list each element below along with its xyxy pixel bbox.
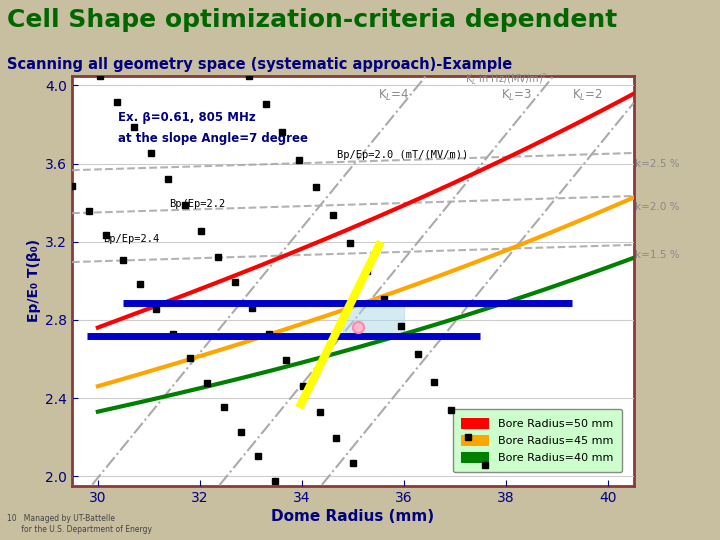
Text: at the slope Angle=7 degree: at the slope Angle=7 degree	[118, 132, 308, 145]
Text: K$_L$=3: K$_L$=3	[500, 88, 531, 103]
Text: K$_L$ in Hz/(MV/m)$^2$: K$_L$ in Hz/(MV/m)$^2$	[464, 72, 547, 87]
Y-axis label: Ep/E₀ T(β₀): Ep/E₀ T(β₀)	[27, 239, 41, 322]
Text: Ex. β=0.61, 805 MHz: Ex. β=0.61, 805 MHz	[118, 111, 256, 124]
Text: Cell Shape optimization-criteria dependent: Cell Shape optimization-criteria depende…	[7, 8, 618, 32]
Text: Bp/Ep=2.0 (mT/(MV/m)): Bp/Ep=2.0 (mT/(MV/m))	[338, 150, 469, 160]
Text: k=1.5 %: k=1.5 %	[634, 251, 679, 260]
Polygon shape	[343, 303, 404, 335]
Text: 10   Managed by UT-Battelle
      for the U.S. Department of Energy: 10 Managed by UT-Battelle for the U.S. D…	[7, 514, 152, 534]
Text: k=2.5 %: k=2.5 %	[634, 159, 679, 168]
X-axis label: Dome Radius (mm): Dome Radius (mm)	[271, 509, 434, 524]
Text: Scanning all geometry space (systematic approach)-Example: Scanning all geometry space (systematic …	[7, 57, 513, 72]
Text: k=2.0 %: k=2.0 %	[634, 201, 679, 212]
Text: K$_L$=4: K$_L$=4	[378, 88, 410, 103]
Text: K$_L$=2: K$_L$=2	[572, 88, 603, 103]
Legend: Bore Radius=50 mm, Bore Radius=45 mm, Bore Radius=40 mm: Bore Radius=50 mm, Bore Radius=45 mm, Bo…	[453, 409, 622, 472]
Text: Bp/Ep=2.2: Bp/Ep=2.2	[169, 199, 225, 208]
Text: Bp/Ep=2.4: Bp/Ep=2.4	[103, 234, 159, 244]
